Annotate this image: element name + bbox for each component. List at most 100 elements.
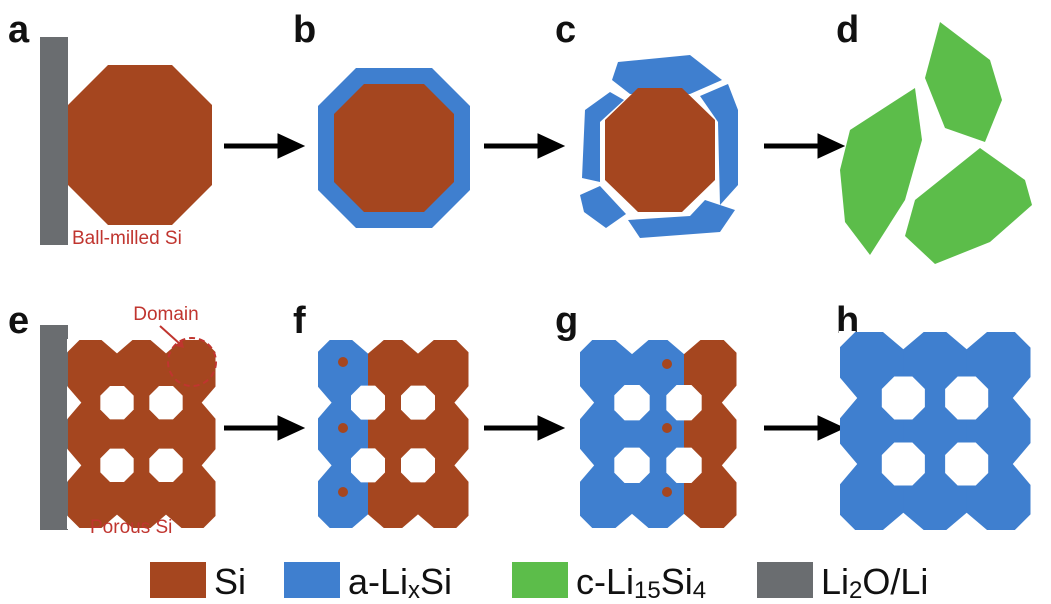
arrow-head xyxy=(277,415,306,441)
edge-notch xyxy=(614,513,650,529)
edge-notch xyxy=(666,513,702,529)
edge-notch xyxy=(454,448,469,483)
arrow-head xyxy=(277,133,306,159)
edge-notch xyxy=(839,376,858,420)
legend-label: Li2O/Li xyxy=(821,561,928,604)
si-remnant xyxy=(338,487,348,497)
edge-notch xyxy=(945,512,989,531)
legend-text: 15 xyxy=(634,577,661,604)
edge-notch xyxy=(666,339,702,355)
edge-notch xyxy=(839,442,858,486)
corner-cut xyxy=(839,513,857,531)
corner-cut xyxy=(317,339,331,353)
edge-notch xyxy=(100,514,134,529)
edge-notch xyxy=(149,514,183,529)
domain-column xyxy=(68,340,118,528)
pore xyxy=(614,384,650,421)
corner-cut xyxy=(722,339,737,354)
pore xyxy=(614,447,650,484)
legend-text: a-Li xyxy=(348,561,408,602)
legend-text: Li xyxy=(821,561,849,602)
domain-column xyxy=(318,340,369,528)
edge-notch xyxy=(721,384,737,421)
fragment xyxy=(840,88,922,255)
pore xyxy=(149,448,183,482)
pore xyxy=(666,384,702,421)
corner-cut xyxy=(317,515,331,529)
shell-piece xyxy=(580,186,626,228)
edge-notch xyxy=(614,339,650,355)
lattices xyxy=(67,331,1031,531)
annotation: Ball-milled Si xyxy=(72,228,182,249)
edge-notch xyxy=(67,448,82,482)
corner-cut xyxy=(579,514,594,529)
pore xyxy=(401,385,435,420)
shell-piece xyxy=(612,55,722,94)
pore xyxy=(881,442,925,486)
arrow-head xyxy=(817,133,846,159)
legend-text: O/Li xyxy=(862,561,928,602)
edge-notch xyxy=(201,448,216,482)
domain-column xyxy=(418,340,469,528)
pore xyxy=(351,448,385,483)
panel-label: e xyxy=(8,300,29,342)
edge-notch xyxy=(149,339,183,354)
domain-arrowhead xyxy=(176,340,184,348)
panel-label: a xyxy=(8,9,30,51)
arrows xyxy=(224,133,846,441)
arrow-head xyxy=(537,415,566,441)
shell-piece xyxy=(628,200,735,238)
domain-column xyxy=(632,340,685,528)
edge-notch xyxy=(201,386,216,420)
cracked-shell xyxy=(580,55,738,238)
legend-text: Si xyxy=(661,561,693,602)
annotation: Domain xyxy=(133,304,198,325)
legend-text: Si xyxy=(420,561,452,602)
panel-label: f xyxy=(293,300,306,342)
si-remnant xyxy=(338,423,348,433)
corner-cut xyxy=(455,339,469,353)
pore xyxy=(401,448,435,483)
domain-column xyxy=(117,340,167,528)
panel-label: d xyxy=(836,9,859,51)
pore xyxy=(100,386,134,420)
pore xyxy=(149,386,183,420)
edge-notch xyxy=(100,339,134,354)
domain-column xyxy=(840,332,904,530)
edge-notch xyxy=(401,339,435,354)
edge-notch xyxy=(351,514,385,529)
annotation: Porous Si xyxy=(90,517,172,538)
arrow-head xyxy=(817,415,846,441)
si-particle xyxy=(68,65,212,225)
edge-notch xyxy=(317,448,332,483)
si-remnant xyxy=(662,487,672,497)
corner-cut xyxy=(1013,513,1031,531)
shell-piece xyxy=(700,84,738,205)
legend: Si a-LixSi c-Li15Si4 Li2O/Li xyxy=(150,561,928,604)
legend-swatch xyxy=(284,562,340,598)
corner-cut xyxy=(67,515,81,529)
domain-column xyxy=(580,340,633,528)
corner-cut xyxy=(202,515,216,529)
pore xyxy=(351,385,385,420)
corner-cut xyxy=(67,339,81,353)
pore xyxy=(881,376,925,420)
current-collector xyxy=(40,325,68,530)
domain-column xyxy=(368,340,419,528)
corner-cut xyxy=(839,331,857,349)
legend-swatch xyxy=(757,562,813,598)
panel-label: b xyxy=(293,9,316,51)
edge-notch xyxy=(317,385,332,420)
edge-notch xyxy=(1012,376,1031,420)
edge-notch xyxy=(401,514,435,529)
shell-piece xyxy=(582,92,624,182)
edge-notch xyxy=(1012,442,1031,486)
legend-swatch xyxy=(150,562,206,598)
edge-notch xyxy=(945,331,989,350)
edge-notch xyxy=(881,512,925,531)
domain-column xyxy=(903,332,968,530)
edge-notch xyxy=(67,386,82,420)
fragment xyxy=(925,22,1002,142)
edge-notch xyxy=(881,331,925,350)
